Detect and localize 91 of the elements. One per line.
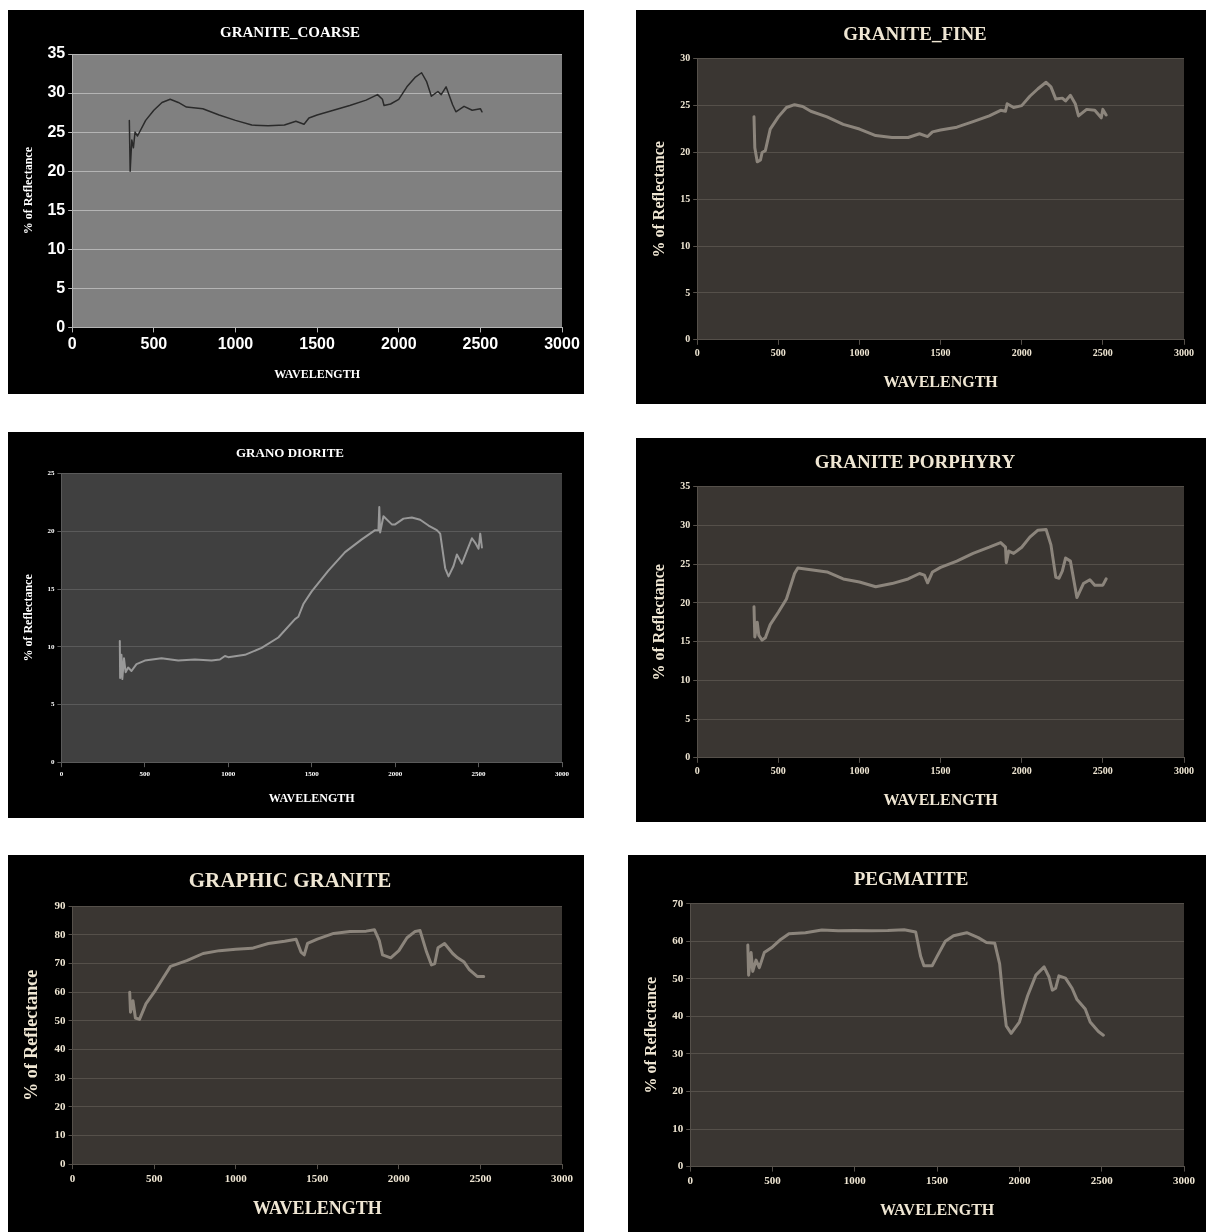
y-tick-label: 60 xyxy=(672,934,684,947)
x-tick-label: 2000 xyxy=(380,335,417,353)
x-tick-label: 500 xyxy=(770,765,786,777)
chart-title: PEGMATITE xyxy=(853,868,969,890)
y-tick-label: 10 xyxy=(680,673,691,685)
x-tick-label: 2500 xyxy=(1092,347,1113,359)
y-tick-label: 40 xyxy=(54,1042,67,1055)
y-tick-label: 30 xyxy=(672,1046,684,1059)
x-tick-label: 500 xyxy=(764,1174,782,1187)
x-tick-label: 500 xyxy=(145,1171,163,1184)
x-tick-label: 2000 xyxy=(1011,347,1032,359)
y-axis-title: % of Reflectance xyxy=(21,573,36,662)
y-tick-label: 80 xyxy=(54,927,67,940)
x-tick-label: 2000 xyxy=(1008,1174,1031,1187)
y-axis-title: % of Reflectance xyxy=(21,969,42,1101)
x-axis-title: WAVELENGTH xyxy=(268,790,356,805)
y-tick-label: 90 xyxy=(54,899,67,912)
y-tick-label: 0 xyxy=(677,1159,684,1172)
y-tick-label: 5 xyxy=(56,278,66,296)
y-tick-label: 30 xyxy=(54,1071,67,1084)
y-tick-label: 50 xyxy=(672,971,684,984)
y-tick-label: 10 xyxy=(672,1121,684,1134)
y-tick-label: 50 xyxy=(54,1013,67,1026)
x-tick-label: 1500 xyxy=(930,765,951,777)
x-tick-label: 0 xyxy=(694,347,700,359)
x-tick-label: 1000 xyxy=(849,347,870,359)
x-axis-title: WAVELENGTH xyxy=(879,1200,995,1218)
y-tick-label: 0 xyxy=(56,317,66,335)
x-tick-label: 3000 xyxy=(1174,765,1194,777)
y-tick-label: 70 xyxy=(54,956,67,969)
x-axis-title: WAVELENGTH xyxy=(883,790,999,808)
y-tick-label: 40 xyxy=(672,1009,684,1022)
x-tick-label: 0 xyxy=(69,1171,76,1184)
y-tick-label: 5 xyxy=(685,286,691,298)
x-tick-label: 1500 xyxy=(306,1171,329,1184)
y-tick-label: 35 xyxy=(47,44,66,62)
x-tick-label: 3000 xyxy=(1174,347,1194,359)
y-tick-label: 20 xyxy=(680,596,691,608)
x-tick-label: 500 xyxy=(140,335,168,353)
x-tick-label: 1000 xyxy=(843,1174,867,1187)
y-axis-title: % of Reflectance xyxy=(649,564,667,681)
y-tick-label: 20 xyxy=(54,1099,67,1112)
y-axis-title: % of Reflectance xyxy=(21,146,36,235)
x-tick-label: 1000 xyxy=(849,765,870,777)
y-tick-label: 0 xyxy=(685,751,691,763)
chart-title: GRANITE_COARSE xyxy=(219,23,361,40)
x-tick-label: 3000 xyxy=(544,335,580,353)
y-tick-label: 30 xyxy=(680,519,691,531)
y-tick-label: 15 xyxy=(680,635,691,647)
x-tick-label: 0 xyxy=(694,765,700,777)
y-tick-label: 30 xyxy=(47,83,66,101)
chart-title: GRANITE_FINE xyxy=(843,23,987,45)
x-tick-label: 3000 xyxy=(1173,1174,1196,1187)
x-tick-label: 2500 xyxy=(1090,1174,1114,1187)
chart-title: GRANITE PORPHYRY xyxy=(814,451,1016,473)
y-tick-label: 70 xyxy=(672,896,684,909)
x-tick-label: 500 xyxy=(770,347,786,359)
x-axis-title: WAVELENGTH xyxy=(252,1197,382,1218)
y-tick-label: 60 xyxy=(54,985,67,998)
y-axis-title: % of Reflectance xyxy=(649,141,667,258)
x-tick-label: 1000 xyxy=(217,335,254,353)
y-tick-label: 15 xyxy=(680,192,691,204)
x-axis-title: WAVELENGTH xyxy=(883,372,999,390)
x-tick-label: 1500 xyxy=(926,1174,949,1187)
y-tick-label: 5 xyxy=(685,712,691,724)
x-tick-label: 2500 xyxy=(1092,765,1113,777)
y-tick-label: 10 xyxy=(680,239,691,251)
y-tick-label: 25 xyxy=(47,122,66,140)
y-tick-label: 20 xyxy=(47,161,66,179)
x-tick-label: 2500 xyxy=(462,335,499,353)
x-tick-label: 2500 xyxy=(469,1171,492,1184)
y-tick-label: 35 xyxy=(680,480,691,492)
y-tick-label: 30 xyxy=(680,52,691,64)
x-tick-label: 1000 xyxy=(224,1171,248,1184)
y-tick-label: 10 xyxy=(47,239,66,257)
y-tick-label: 20 xyxy=(680,146,691,158)
y-tick-label: 20 xyxy=(672,1084,684,1097)
y-tick-label: 25 xyxy=(680,99,691,111)
y-tick-label: 0 xyxy=(60,1157,67,1170)
chart-title: GRAPHIC GRANITE xyxy=(188,868,392,893)
x-tick-label: 1500 xyxy=(930,347,951,359)
x-tick-label: 3000 xyxy=(551,1171,574,1184)
x-tick-label: 1500 xyxy=(299,335,335,353)
chart-title: GRANO DIORITE xyxy=(236,445,344,461)
y-axis-title: % of Reflectance xyxy=(641,977,659,1094)
x-tick-label: 2000 xyxy=(1011,765,1032,777)
y-tick-label: 25 xyxy=(680,557,691,569)
y-tick-label: 15 xyxy=(47,200,66,218)
x-axis-title: WAVELENGTH xyxy=(274,366,361,381)
x-tick-label: 2000 xyxy=(387,1171,411,1184)
y-tick-label: 10 xyxy=(54,1128,67,1141)
